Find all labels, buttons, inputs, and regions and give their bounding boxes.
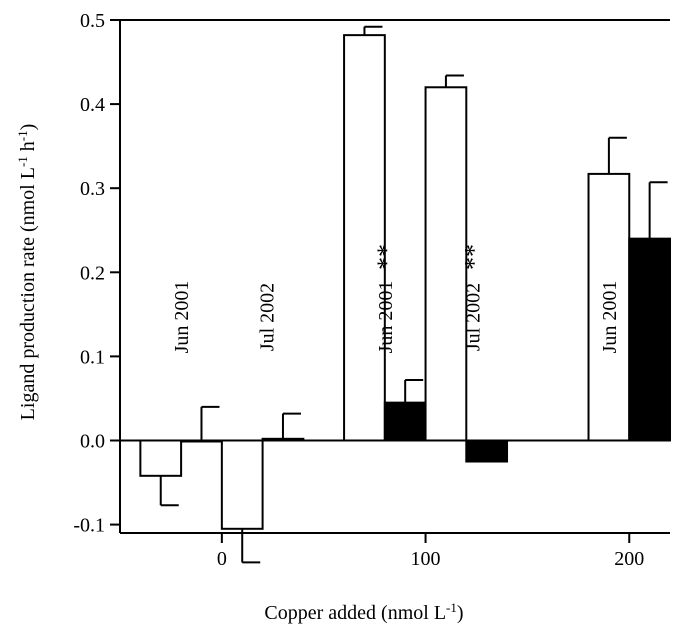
axes-layer — [119, 19, 670, 534]
y-tick-label: 0.0 — [80, 430, 105, 452]
error-bar-5 — [363, 25, 383, 36]
x-tick-label: 0 — [217, 548, 227, 570]
y-tick-label: -0.1 — [73, 515, 105, 537]
x-tick-label: 100 — [411, 548, 441, 570]
ticks-layer: -0.1 0.0 0.1 0.2 0.3 0.4 0.5 0 100 200 — [73, 10, 644, 570]
bar-8 — [465, 439, 509, 463]
x-axis-title: Copper added (nmol L-1) — [264, 600, 463, 625]
bar-10 — [628, 237, 672, 442]
y-tick-label: 0.2 — [80, 262, 105, 284]
error-bar-7 — [444, 74, 464, 88]
y-tick-label: 0.1 — [80, 346, 105, 368]
error-bar-3 — [241, 528, 261, 564]
y-tick-label: 0.3 — [80, 178, 105, 200]
significance-marker-3: ** — [372, 244, 401, 270]
bar-9 — [587, 172, 631, 442]
error-bar-2 — [200, 405, 220, 441]
bars-layer — [139, 25, 672, 564]
bar-3 — [220, 439, 264, 530]
error-bar-10 — [648, 181, 668, 239]
group-label-1: Jun 2001 — [171, 281, 193, 354]
group-label-5: Jun 2001 — [599, 281, 621, 354]
group-label-3: Jun 2001 — [375, 281, 397, 354]
bar-6 — [383, 401, 427, 442]
significance-marker-4: ** — [459, 244, 488, 270]
error-bar-4 — [281, 412, 301, 439]
y-tick-label: 0.5 — [80, 10, 105, 32]
bar-7 — [424, 86, 468, 442]
error-bar-1 — [159, 475, 179, 507]
x-tick-label: 200 — [614, 548, 644, 570]
group-label-4: Jul 2002 — [462, 283, 484, 351]
bar-1 — [139, 439, 183, 477]
bar-5 — [343, 34, 386, 442]
error-bar-9 — [607, 136, 627, 174]
group-label-2: Jul 2002 — [257, 283, 279, 351]
error-bar-6 — [404, 378, 424, 403]
y-tick-label: 0.4 — [80, 94, 105, 116]
y-axis-title: Ligand production rate (nmol L-1 h-1) — [15, 124, 40, 421]
annotations-layer: Jun 2001 Jul 2002 Jun 2001 ** Jul 2002 ** Jun … — [171, 244, 621, 353]
